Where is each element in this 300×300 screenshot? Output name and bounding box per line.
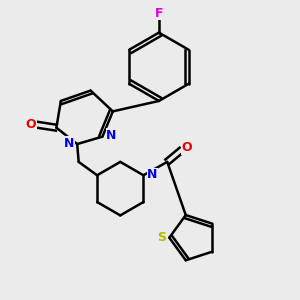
Text: F: F [155,7,163,20]
Text: N: N [64,137,74,150]
Text: O: O [182,141,192,154]
Text: O: O [26,118,36,131]
Text: N: N [106,129,116,142]
Text: N: N [147,168,158,181]
Text: S: S [158,231,166,244]
